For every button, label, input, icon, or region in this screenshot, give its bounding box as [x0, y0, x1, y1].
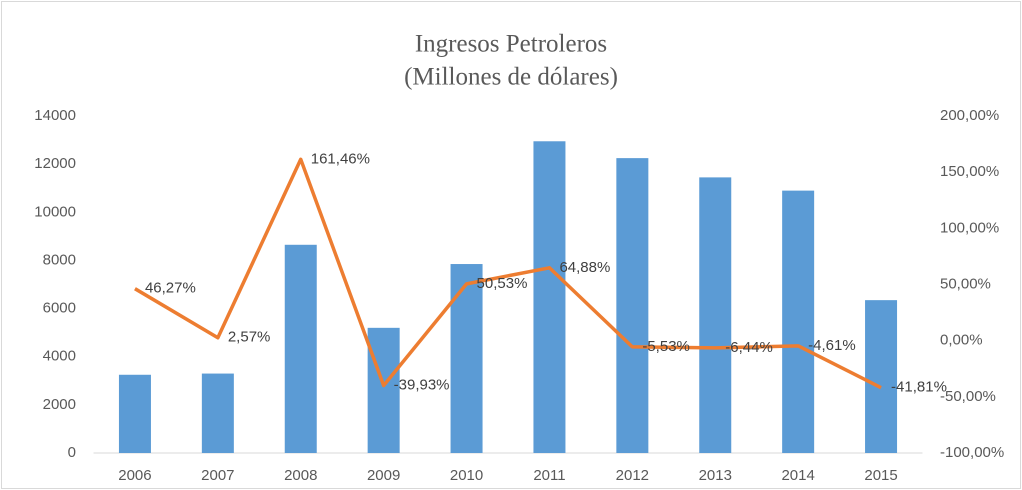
y2-tick-label: 50,00%	[940, 275, 991, 292]
bar	[865, 300, 898, 453]
x-tick-label: 2014	[781, 467, 814, 484]
data-label: 46,27%	[145, 280, 196, 297]
x-tick-label: 2012	[616, 467, 649, 484]
y2-tick-label: 150,00%	[940, 163, 999, 180]
bar	[450, 264, 483, 453]
x-tick-label: 2015	[864, 467, 897, 484]
y-tick-label: 4000	[43, 348, 76, 365]
data-label: -39,93%	[394, 376, 450, 393]
y2-tick-label: 100,00%	[940, 219, 999, 236]
x-tick-label: 2011	[533, 467, 565, 484]
y2-tick-label: -50,00%	[940, 388, 996, 405]
x-tick-label: 2006	[118, 467, 151, 484]
chart-title: Ingresos Petroleros	[415, 31, 607, 58]
bar	[782, 190, 815, 453]
x-tick-label: 2009	[367, 467, 400, 484]
bar	[201, 373, 234, 453]
bar	[367, 327, 400, 453]
bar	[616, 158, 649, 453]
y-tick-label: 2000	[43, 396, 76, 413]
bar	[118, 374, 151, 453]
y-tick-label: 14000	[34, 107, 76, 124]
y-tick-label: 6000	[43, 300, 76, 317]
data-label: 64,88%	[559, 259, 610, 276]
data-label: 2,57%	[228, 329, 271, 346]
data-label: -4,61%	[808, 337, 856, 354]
x-tick-label: 2013	[699, 467, 732, 484]
y-tick-label: 0	[68, 444, 76, 461]
line	[134, 157, 882, 390]
bar	[284, 244, 317, 453]
data-label: 161,46%	[311, 150, 370, 167]
x-tick-label: 2010	[450, 467, 483, 484]
x-tick-label: 2007	[201, 467, 234, 484]
data-label: -6,44%	[725, 339, 773, 356]
bar	[533, 141, 566, 453]
y-tick-label: 10000	[34, 203, 76, 220]
data-label: -41,81%	[891, 379, 947, 396]
x-tick-label: 2008	[284, 467, 317, 484]
data-label: 50,53%	[477, 275, 528, 292]
y-tick-label: 8000	[43, 251, 76, 268]
y-tick-label: 12000	[34, 155, 76, 172]
chart-subtitle: (Millones de dólares)	[404, 64, 618, 91]
y2-tick-label: -100,00%	[940, 444, 1004, 461]
y2-tick-label: 200,00%	[940, 107, 999, 124]
bar	[699, 177, 732, 453]
data-label: -5,53%	[642, 338, 690, 355]
y2-tick-label: 0,00%	[940, 332, 983, 349]
